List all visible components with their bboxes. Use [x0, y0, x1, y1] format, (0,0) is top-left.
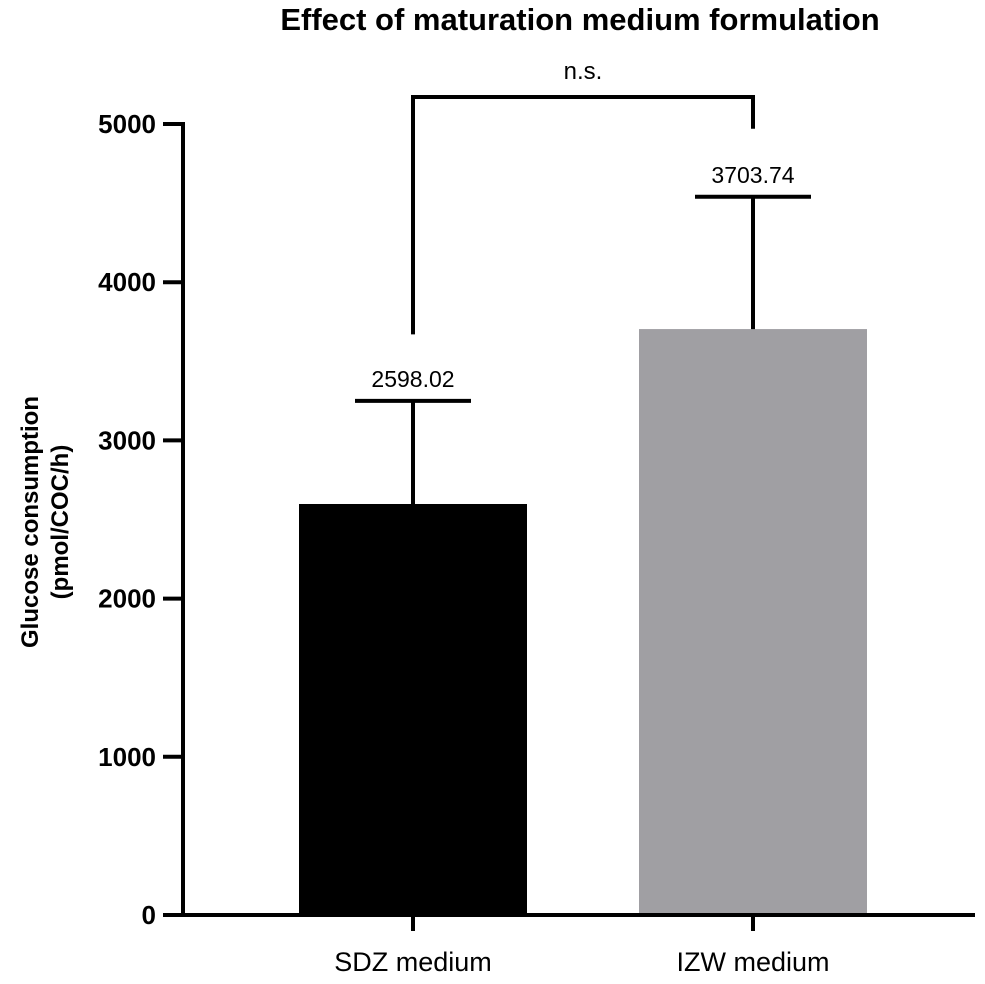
y-axis-label-line-2: (pmol/COC/h): [47, 445, 74, 600]
significance-bracket-line: [411, 95, 755, 335]
y-axis-label-line-1: Glucose consumption: [17, 396, 44, 648]
y-tick-label: 5000: [98, 109, 156, 139]
x-ticks-layer: SDZ medium IZW medium: [334, 915, 830, 977]
x-tick-label: IZW medium: [676, 947, 829, 977]
y-tick-label: 2000: [98, 584, 156, 614]
significance-bracket: n.s.: [411, 58, 755, 335]
axes-layer: [181, 122, 975, 917]
y-tick-label: 4000: [98, 267, 156, 297]
bars-layer: [299, 329, 867, 915]
y-tick-label: 0: [142, 900, 156, 930]
chart-title: Effect of maturation medium formulation: [280, 2, 879, 37]
bar-1: [299, 503, 527, 915]
error-bars-layer: [355, 194, 811, 504]
data-label: 2598.02: [371, 366, 454, 392]
x-tick-label: SDZ medium: [334, 947, 492, 977]
significance-label: n.s.: [564, 58, 603, 85]
y-tick-label: 1000: [98, 742, 156, 772]
data-label: 3703.74: [711, 162, 794, 188]
data-labels-layer: 2598.02 3703.74: [371, 162, 794, 392]
y-tick-label: 3000: [98, 425, 156, 455]
bar-2: [639, 329, 867, 915]
y-ticks-layer: 0 1000 2000 3000 4000 5000: [98, 109, 183, 930]
